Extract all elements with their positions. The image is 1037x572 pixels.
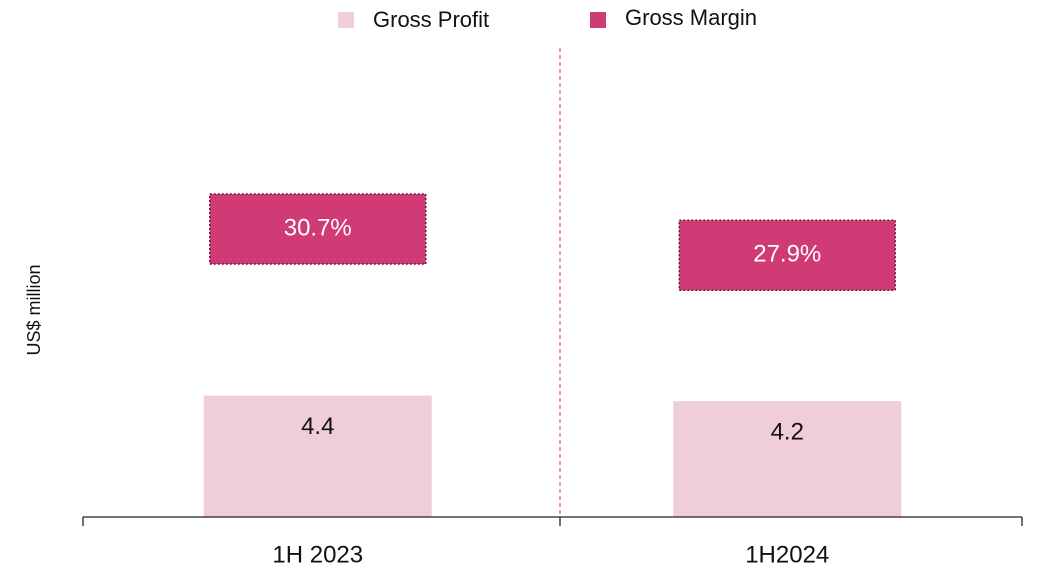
margin-box	[209, 193, 427, 265]
legend-swatch	[338, 12, 354, 28]
data-label: 27.9%	[753, 241, 821, 268]
legend-label: Gross Profit	[373, 7, 489, 32]
data-label: 4.2	[771, 418, 804, 445]
x-tick-label: 1H 2023	[272, 541, 363, 568]
data-label: 4.4	[301, 413, 334, 440]
y-axis-label: US$ million	[24, 264, 44, 355]
margin-box	[678, 219, 896, 292]
legend-label: Gross Margin	[625, 5, 757, 30]
bar	[203, 395, 432, 517]
data-label: 30.7%	[284, 214, 352, 241]
legend-swatch	[590, 12, 606, 28]
bar	[673, 401, 902, 517]
x-tick-label: 1H2024	[745, 541, 829, 568]
